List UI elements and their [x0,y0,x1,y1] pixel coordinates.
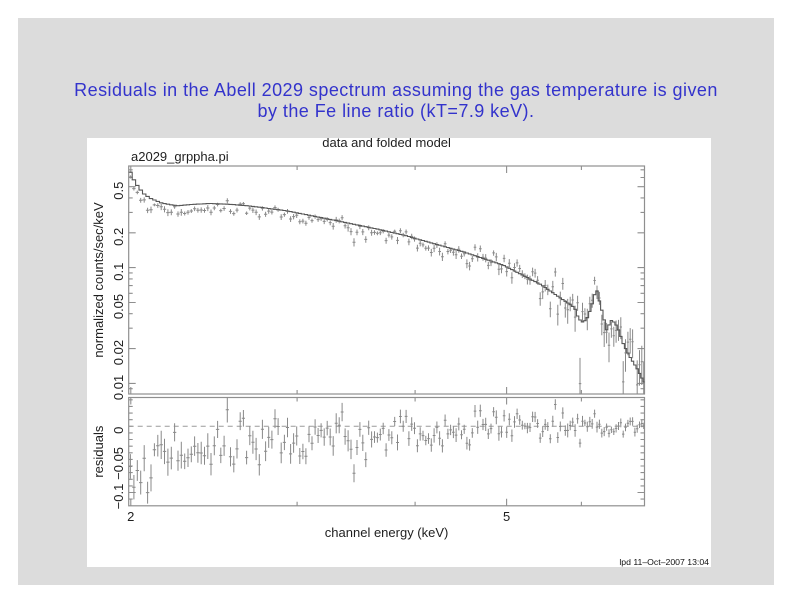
svg-text:0.5: 0.5 [111,182,126,200]
svg-text:lpd 11–Oct–2007 13:04: lpd 11–Oct–2007 13:04 [619,557,709,567]
svg-text:−0.1: −0.1 [111,484,126,510]
svg-text:0.1: 0.1 [111,263,126,281]
svg-text:5: 5 [503,509,510,524]
svg-text:0.2: 0.2 [111,228,126,246]
svg-text:−0.05: −0.05 [111,447,126,480]
svg-text:normalized counts/sec/keV: normalized counts/sec/keV [91,202,106,358]
svg-text:residuals: residuals [91,425,106,478]
svg-text:0.02: 0.02 [111,340,126,365]
svg-text:channel energy (keV): channel energy (keV) [325,525,449,540]
svg-text:0.05: 0.05 [111,294,126,319]
svg-text:data and folded model: data and folded model [322,138,451,150]
svg-text:0: 0 [111,427,126,434]
svg-text:2: 2 [127,509,134,524]
svg-text:0.01: 0.01 [111,375,126,400]
svg-text:a2029_grppha.pi: a2029_grppha.pi [131,149,229,164]
